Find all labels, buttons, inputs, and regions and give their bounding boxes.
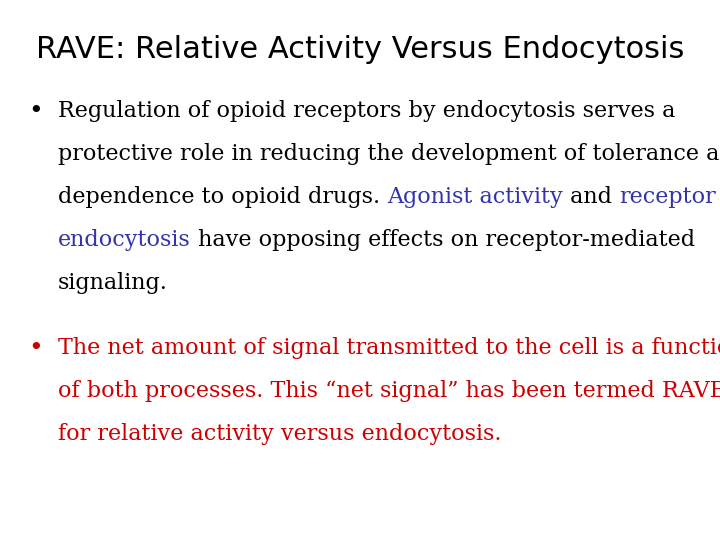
Text: RAVE: Relative Activity Versus Endocytosis: RAVE: Relative Activity Versus Endocytos… — [36, 35, 684, 64]
Text: dependence to opioid drugs.: dependence to opioid drugs. — [58, 186, 387, 208]
Text: and: and — [563, 186, 619, 208]
Text: of both processes. This “net signal” has been termed RAVE,: of both processes. This “net signal” has… — [58, 380, 720, 402]
Text: signaling.: signaling. — [58, 272, 168, 294]
Text: Regulation of opioid receptors by endocytosis serves a: Regulation of opioid receptors by endocy… — [58, 100, 675, 122]
Text: endocytosis: endocytosis — [58, 229, 191, 251]
Text: •: • — [28, 337, 42, 360]
Text: have opposing effects on receptor-mediated: have opposing effects on receptor-mediat… — [191, 229, 695, 251]
Text: The net amount of signal transmitted to the cell is a function: The net amount of signal transmitted to … — [58, 337, 720, 359]
Text: Agonist activity: Agonist activity — [387, 186, 563, 208]
Text: protective role in reducing the development of tolerance and: protective role in reducing the developm… — [58, 143, 720, 165]
Text: •: • — [28, 100, 42, 123]
Text: for relative activity versus endocytosis.: for relative activity versus endocytosis… — [58, 423, 502, 445]
Text: receptor: receptor — [619, 186, 716, 208]
